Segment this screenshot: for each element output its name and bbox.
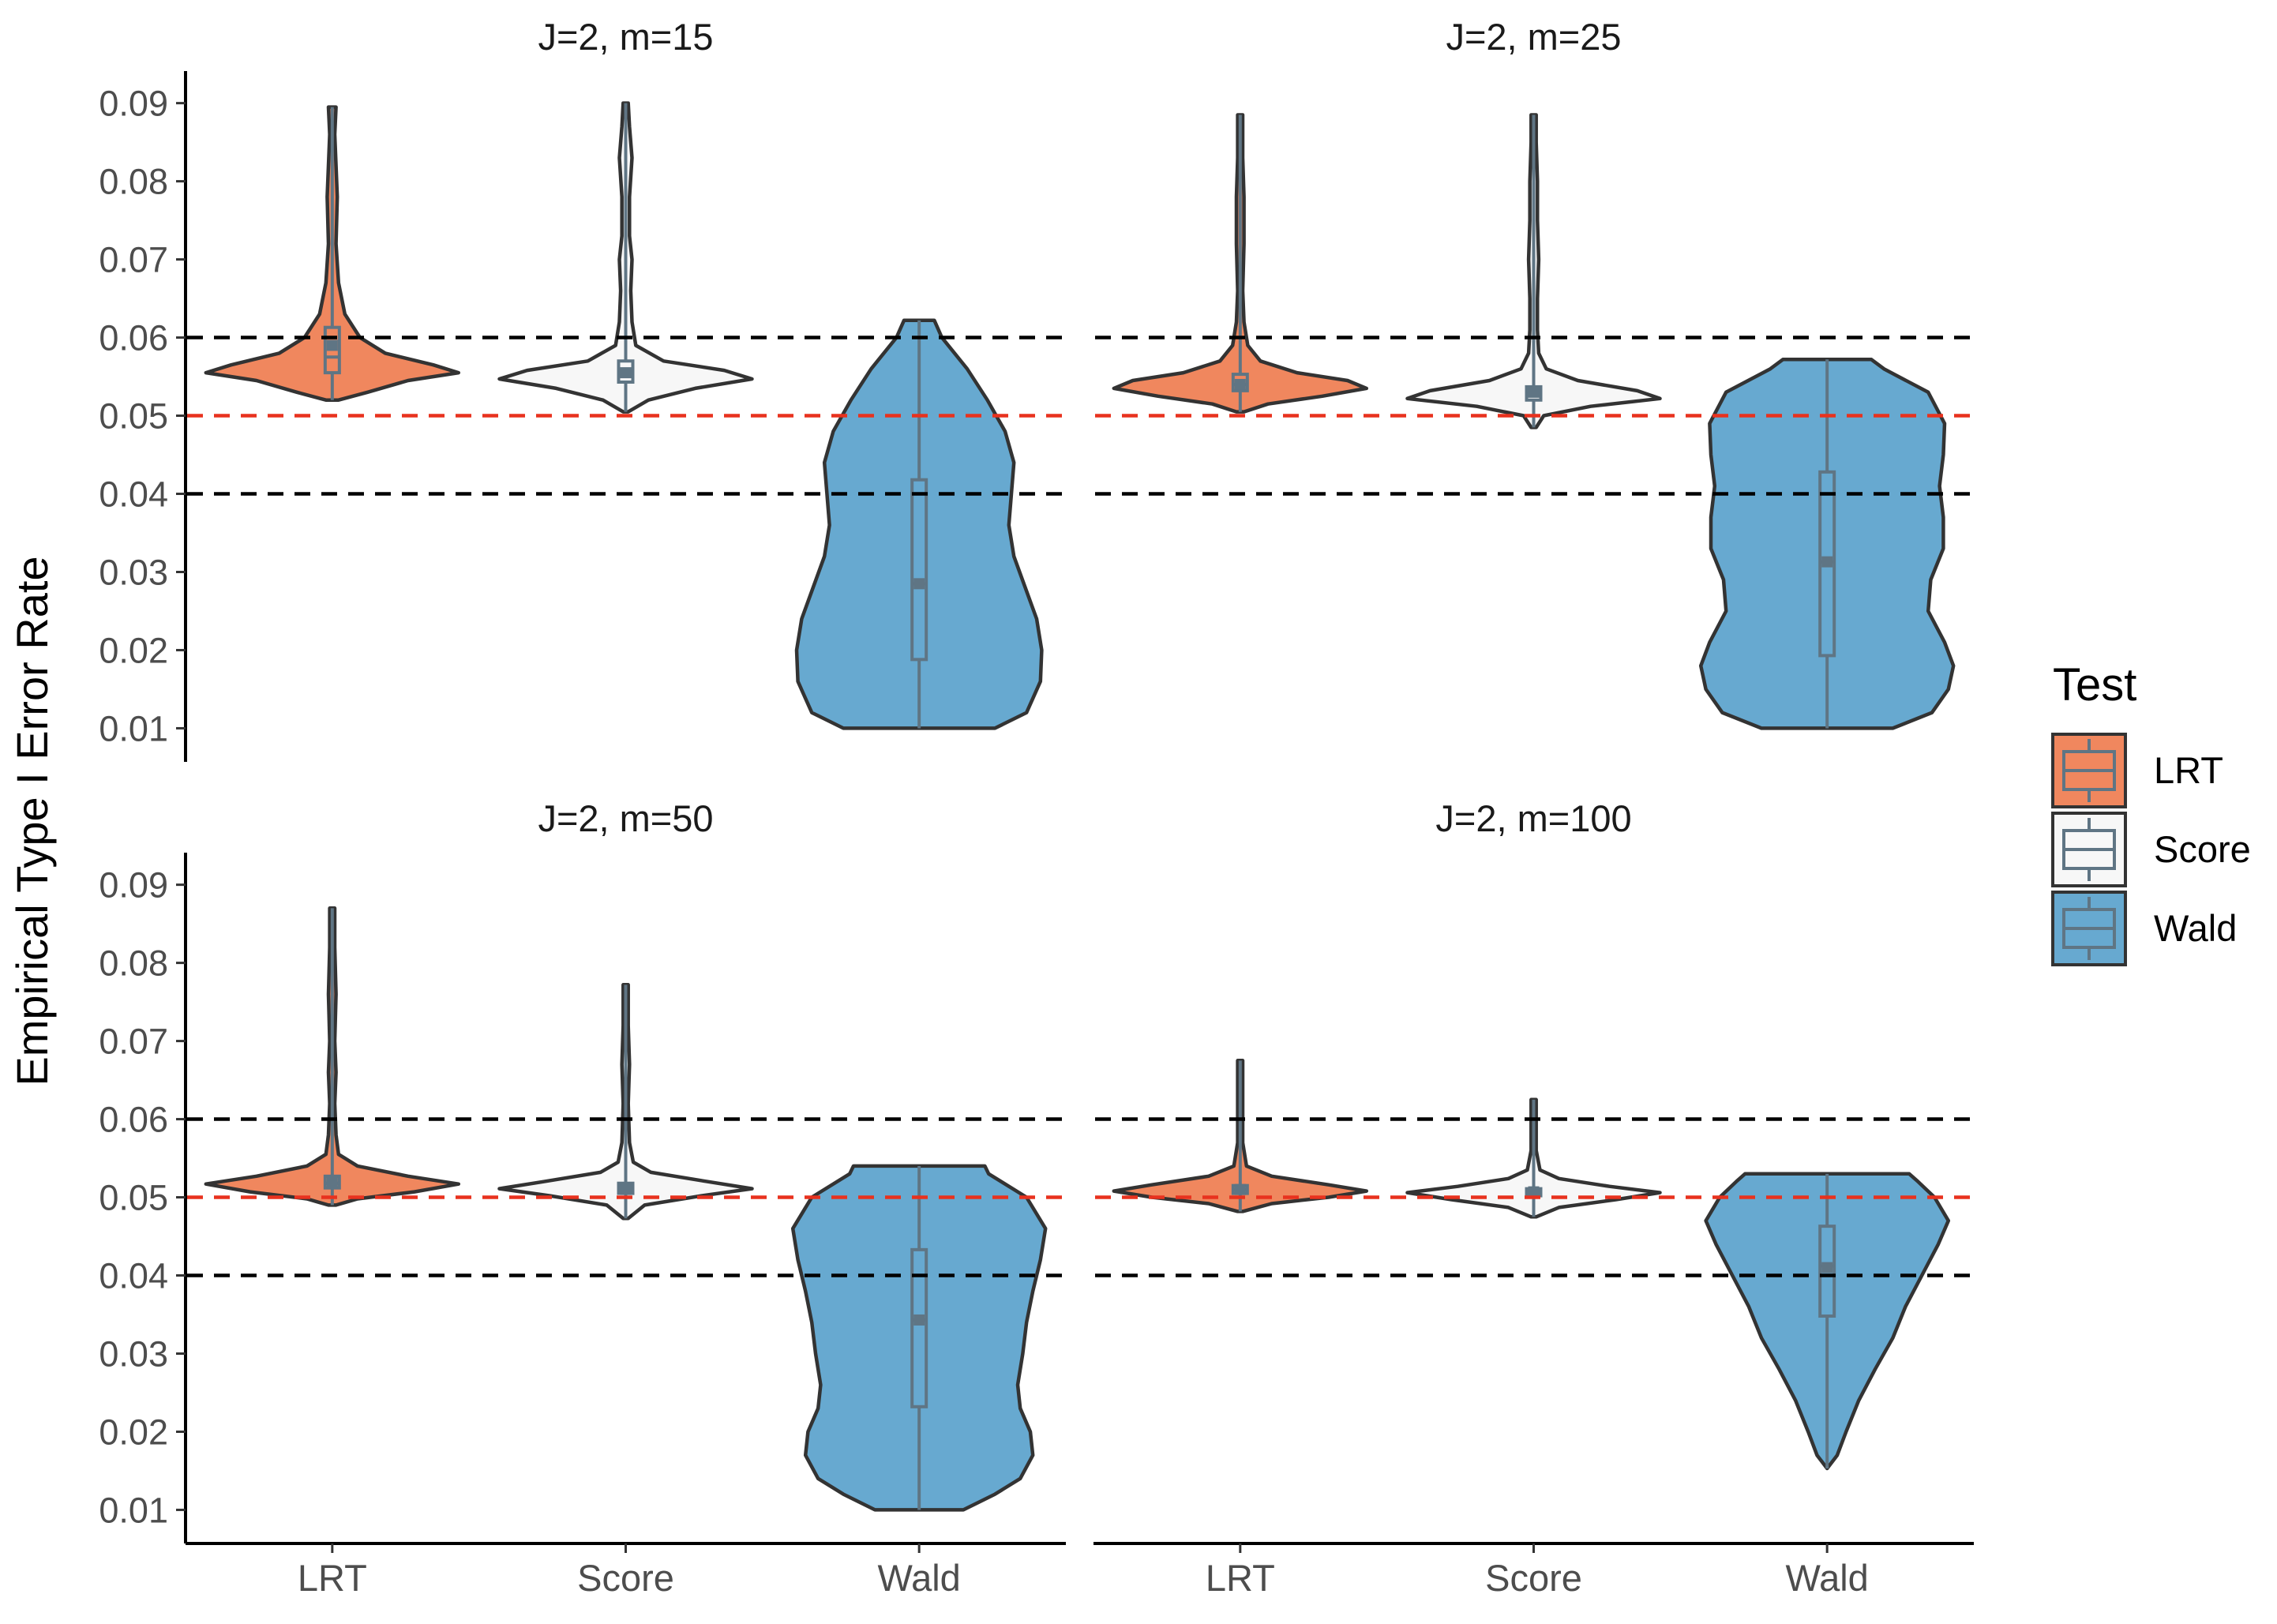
mean-point-lrt xyxy=(1234,378,1246,390)
legend-item-lrt: LRT xyxy=(2051,733,2223,808)
y-tick-label: 0.04 xyxy=(99,1256,168,1296)
box-wald xyxy=(910,478,928,662)
panel-3: J=2, m=50 0.01 0.02 0.03 0.04 0.05 0.06 0.07 0.0… xyxy=(99,797,1066,1599)
y-tick-label: 0.03 xyxy=(99,1333,168,1374)
mean-point-score xyxy=(620,1183,632,1195)
y-tick-label: 0.07 xyxy=(99,1022,168,1062)
panel-title: J=2, m=25 xyxy=(1446,16,1621,58)
y-tick-label: 0.06 xyxy=(99,318,168,358)
x-tick-label: Wald xyxy=(877,1557,960,1599)
legend-item-wald: Wald xyxy=(2051,891,2237,966)
panels-layer: J=2, m=15 0.01 0.02 0.03 0.04 0.05 0.06 0.07 0.0… xyxy=(99,16,1974,1599)
y-tick-label: 0.09 xyxy=(99,865,168,906)
panel-title: J=2, m=50 xyxy=(538,797,713,839)
panel-title: J=2, m=15 xyxy=(538,16,713,58)
legend-label: Score xyxy=(2154,828,2251,870)
y-tick-label: 0.02 xyxy=(99,1412,168,1452)
mean-point-wald xyxy=(913,578,925,590)
y-axis-title: Empirical Type I Error Rate xyxy=(7,556,57,1086)
mean-point-wald xyxy=(913,1314,925,1326)
panel-1: J=2, m=15 0.01 0.02 0.03 0.04 0.05 0.06 0.07 0.0… xyxy=(99,16,1066,762)
y-tick-label: 0.01 xyxy=(99,708,168,748)
mean-point-score xyxy=(1528,1186,1540,1198)
y-tick-label: 0.08 xyxy=(99,162,168,202)
box-wald xyxy=(910,1247,928,1408)
y-tick-label: 0.07 xyxy=(99,240,168,280)
x-tick-label: Score xyxy=(1485,1557,1582,1599)
x-tick-label: LRT xyxy=(298,1557,367,1599)
y-tick-label: 0.08 xyxy=(99,943,168,984)
y-tick-label: 0.03 xyxy=(99,552,168,592)
mean-point-lrt xyxy=(326,1176,338,1187)
x-tick-label: LRT xyxy=(1206,1557,1275,1599)
y-tick-label: 0.02 xyxy=(99,630,168,670)
legend-label: Wald xyxy=(2154,907,2237,949)
panel-2: J=2, m=25 xyxy=(1095,16,1974,730)
mean-point-score xyxy=(620,367,632,379)
legend-title: Test xyxy=(2053,659,2136,711)
x-tick-label: Wald xyxy=(1785,1557,1868,1599)
legend: Test LRT Score Wald xyxy=(2051,659,2251,966)
panel-title: J=2, m=100 xyxy=(1435,797,1631,839)
y-tick-label: 0.05 xyxy=(99,396,168,437)
mean-point-wald xyxy=(1821,1262,1833,1273)
panel-4: J=2, m=100 LRT Score Wald xyxy=(1093,797,1974,1599)
y-tick-label: 0.06 xyxy=(99,1100,168,1140)
mean-point-lrt xyxy=(1234,1183,1246,1195)
y-tick-label: 0.01 xyxy=(99,1490,168,1530)
mean-point-lrt xyxy=(326,339,338,351)
legend-item-score: Score xyxy=(2051,812,2251,887)
mean-point-wald xyxy=(1821,556,1833,568)
mean-point-score xyxy=(1528,386,1540,398)
legend-label: LRT xyxy=(2154,749,2223,791)
y-tick-label: 0.04 xyxy=(99,474,168,515)
y-tick-label: 0.05 xyxy=(99,1178,168,1218)
legend-items: LRT Score Wald xyxy=(2051,733,2251,966)
x-tick-label: Score xyxy=(577,1557,674,1599)
y-tick-label: 0.09 xyxy=(99,84,168,124)
